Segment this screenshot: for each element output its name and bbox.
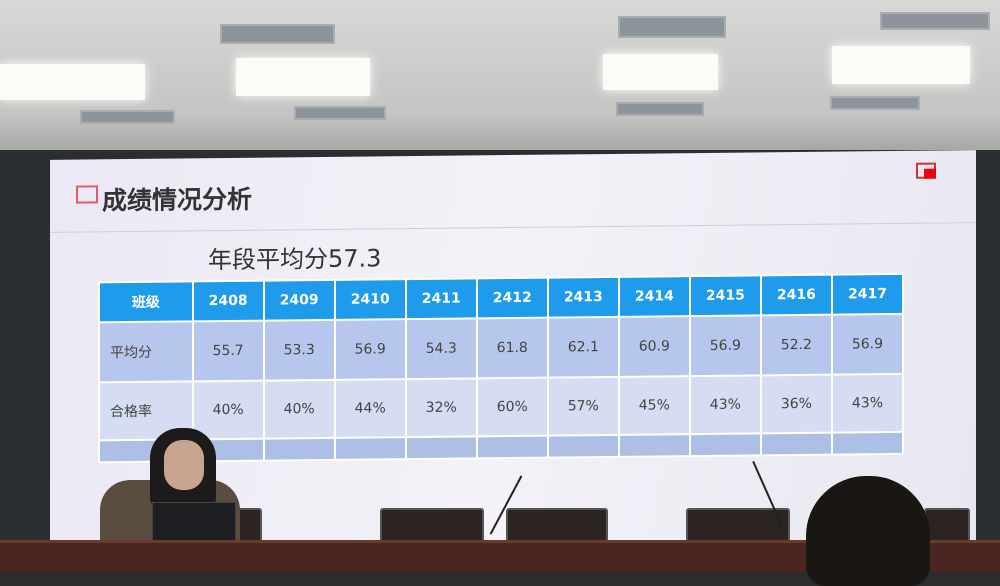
table-cell: 40% (192, 380, 264, 440)
empty-cell (760, 432, 832, 456)
table-row: 合格率 40% 40% 44% 32% 60% 57% 45% 43% 36% 43% (99, 373, 903, 441)
table-cell: 61.8 (476, 317, 548, 379)
score-table: 班级 2408 2409 2410 2411 2412 2413 2414 2415 2416 2… (98, 273, 904, 463)
table-cell: 54.3 (405, 318, 477, 380)
header-label: 班级 (99, 281, 193, 323)
row-label: 平均分 (99, 321, 193, 383)
table-cell: 36% (760, 374, 832, 434)
title-divider (50, 222, 976, 233)
class-header: 2415 (689, 275, 761, 317)
table-cell: 40% (263, 379, 335, 439)
ceiling-light (603, 54, 718, 90)
corner-logo-icon (916, 162, 936, 179)
class-header: 2411 (405, 278, 477, 320)
table-cell: 62.1 (547, 316, 619, 378)
ceiling-vent (880, 12, 990, 30)
class-header: 2417 (831, 273, 903, 315)
table-cell: 44% (334, 379, 406, 438)
table-cell: 43% (831, 373, 903, 433)
audience-head (806, 476, 930, 586)
class-header: 2414 (618, 276, 690, 317)
table-cell: 57% (547, 376, 619, 436)
ceiling-vent (618, 16, 726, 38)
class-header: 2408 (192, 280, 264, 322)
chair (380, 508, 484, 544)
table-cell: 43% (689, 375, 761, 435)
ceiling-vent (294, 106, 386, 120)
class-header: 2416 (760, 274, 832, 316)
ceiling-light (236, 58, 370, 96)
ceiling-vent (80, 110, 175, 124)
empty-cell (689, 433, 761, 457)
table-cell: 52.2 (760, 314, 832, 376)
ceiling-light (0, 64, 145, 100)
empty-cell (831, 431, 903, 455)
table-cell: 60.9 (618, 316, 690, 377)
slide-logo-icon (76, 185, 98, 204)
chair (686, 508, 790, 544)
empty-cell (334, 437, 406, 460)
table-cell: 60% (476, 377, 548, 437)
table-cell: 53.3 (263, 319, 335, 381)
chair (506, 508, 608, 544)
presenter-face (164, 440, 204, 490)
class-header: 2413 (547, 276, 619, 318)
chair (924, 508, 970, 544)
class-header: 2409 (263, 279, 335, 321)
empty-cell (547, 434, 619, 458)
ceiling-vent (830, 96, 920, 110)
empty-cell (618, 434, 690, 457)
class-header: 2412 (476, 277, 548, 319)
ceiling-vent (616, 102, 704, 116)
table-cell: 56.9 (831, 313, 903, 375)
ceiling-vent (220, 24, 335, 44)
class-header: 2410 (334, 279, 406, 320)
table-cell: 56.9 (334, 319, 406, 380)
grade-average: 年段平均分57.3 (208, 244, 382, 275)
table-cell: 32% (405, 378, 477, 438)
table-cell: 45% (618, 376, 690, 435)
ceiling (0, 0, 1000, 165)
table-row: 平均分 55.7 53.3 56.9 54.3 61.8 62.1 60.9 56.9 52.2… (99, 313, 903, 383)
ceiling-light (832, 46, 970, 84)
slide-title: 成绩情况分析 (102, 184, 253, 216)
empty-cell (405, 436, 477, 460)
table-cell: 55.7 (192, 320, 264, 382)
empty-cell (476, 435, 548, 459)
table-cell: 56.9 (689, 315, 761, 377)
empty-cell (263, 437, 335, 461)
